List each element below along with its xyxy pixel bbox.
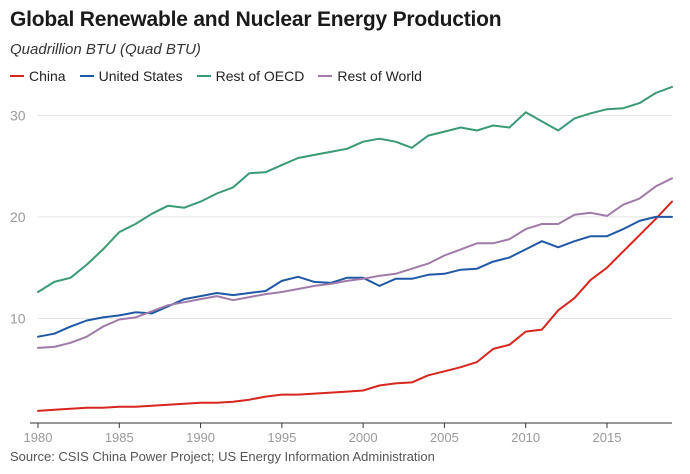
chart-subtitle: Quadrillion BTU (Quad BTU) <box>10 41 201 58</box>
legend-item-rest-of-world: Rest of World <box>318 68 422 84</box>
legend-item-rest-of-oecd: Rest of OECD <box>196 68 305 84</box>
y-tick-label: 30 <box>10 107 26 123</box>
legend-swatch-rest-of-oecd <box>196 75 211 77</box>
x-tick-label: 2000 <box>349 430 378 445</box>
series-line-china <box>37 200 673 412</box>
x-tick-label: 1990 <box>186 430 215 445</box>
x-tick-label: 1980 <box>24 430 53 445</box>
legend-item-china: China <box>10 68 66 84</box>
x-tick-label: 1985 <box>105 430 134 445</box>
legend-item-united-states: United States <box>79 68 183 84</box>
source-note: Source: CSIS China Power Project; US Ene… <box>10 449 435 464</box>
x-tick-label: 2015 <box>593 430 622 445</box>
chart-title: Global Renewable and Nuclear Energy Prod… <box>10 8 502 31</box>
x-tick-label: 2005 <box>430 430 459 445</box>
legend-swatch-china <box>10 75 24 77</box>
series-line-rest-of-world <box>37 177 673 349</box>
y-tick-label: 10 <box>10 310 26 326</box>
legend-label-rest-of-oecd: Rest of OECD <box>215 68 305 84</box>
x-tick-label: 2010 <box>511 430 540 445</box>
series-line-united-states <box>37 215 673 338</box>
series-line-rest-of-oecd <box>37 85 673 293</box>
legend-label-united-states: United States <box>98 68 183 84</box>
chart-legend: China United States Rest of OECD Rest of… <box>10 68 422 84</box>
x-tick-label: 1995 <box>267 430 296 445</box>
legend-label-china: China <box>29 68 66 84</box>
y-tick-label: 20 <box>10 209 26 225</box>
legend-swatch-rest-of-world <box>318 75 333 77</box>
legend-swatch-united-states <box>79 75 94 77</box>
legend-label-rest-of-world: Rest of World <box>337 68 422 84</box>
